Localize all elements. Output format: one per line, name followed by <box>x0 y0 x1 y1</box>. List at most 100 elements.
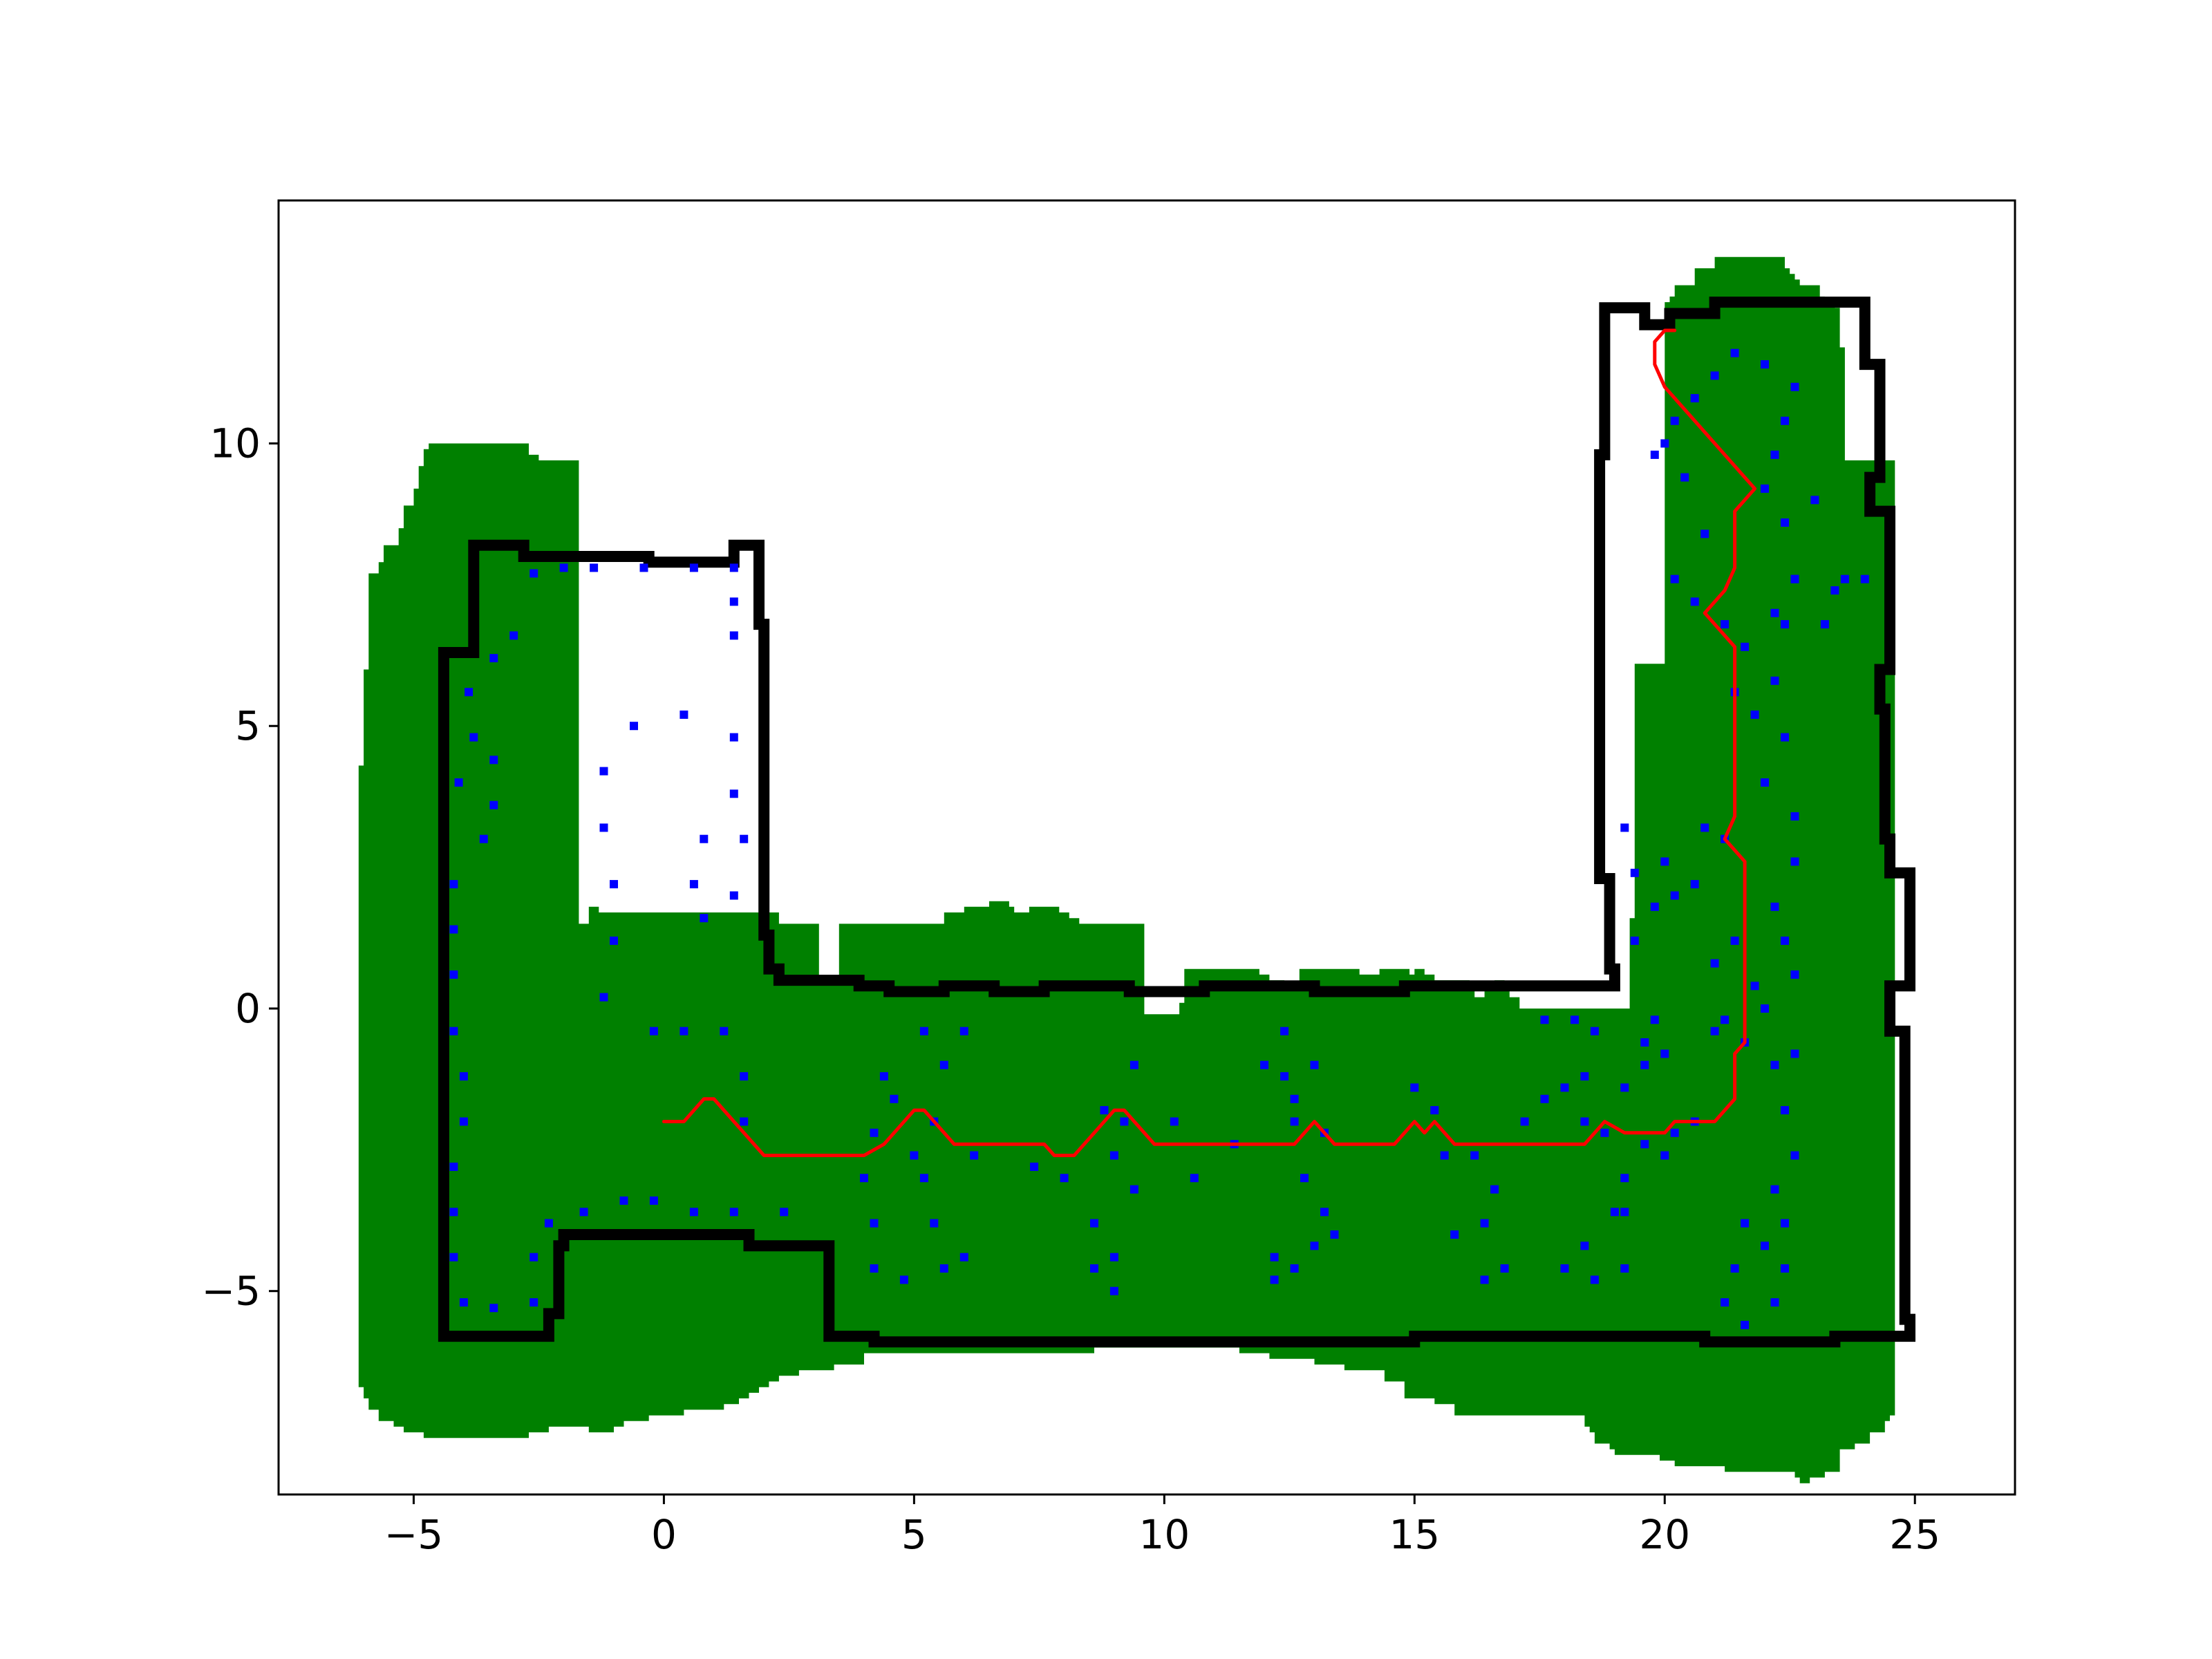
x-tick-label-0: −5 <box>384 1511 444 1558</box>
sample-point-94 <box>1320 1208 1329 1217</box>
sample-point-96 <box>1310 1241 1319 1250</box>
sample-point-74 <box>1090 1219 1098 1228</box>
sample-point-184 <box>1690 597 1699 606</box>
sample-point-38 <box>729 733 738 742</box>
sample-point-13 <box>449 1208 458 1217</box>
sample-point-160 <box>1781 936 1789 945</box>
sample-point-107 <box>1480 1275 1489 1284</box>
sample-point-127 <box>1670 1128 1679 1137</box>
sample-point-56 <box>870 1128 879 1137</box>
sample-point-139 <box>1730 936 1739 945</box>
sample-point-192 <box>1700 823 1709 832</box>
sample-point-62 <box>879 1072 888 1081</box>
sample-point-57 <box>890 1094 899 1103</box>
plot-layers <box>358 256 1915 1483</box>
sample-point-46 <box>729 597 738 606</box>
sample-point-47 <box>729 563 738 572</box>
sample-point-155 <box>1721 1298 1730 1307</box>
sample-point-189 <box>1770 608 1779 617</box>
sample-point-5 <box>479 834 488 843</box>
sample-point-64 <box>930 1219 939 1228</box>
sample-point-136 <box>1620 823 1629 832</box>
sample-point-153 <box>1770 1298 1779 1307</box>
sample-point-70 <box>910 1151 919 1160</box>
sample-point-67 <box>899 1275 908 1284</box>
sample-point-105 <box>1490 1185 1499 1194</box>
sample-point-0 <box>465 688 474 697</box>
sample-point-19 <box>544 1219 553 1228</box>
sample-point-126 <box>1660 1151 1669 1160</box>
sample-point-117 <box>1600 1128 1609 1137</box>
sample-point-55 <box>860 1174 868 1183</box>
sample-point-76 <box>1109 1286 1118 1295</box>
x-axis: −5 0 5 10 15 20 25 <box>384 1494 1940 1558</box>
sample-point-158 <box>1790 1049 1799 1058</box>
sample-point-123 <box>1620 1264 1629 1273</box>
sample-point-190 <box>1790 574 1799 583</box>
sample-point-188 <box>1750 710 1759 719</box>
sample-point-87 <box>1280 1072 1289 1081</box>
sample-point-159 <box>1790 970 1799 979</box>
sample-point-3 <box>454 778 463 787</box>
sample-point-138 <box>1690 880 1699 889</box>
sample-point-167 <box>1781 620 1789 629</box>
sample-point-73 <box>1060 1174 1069 1183</box>
sample-point-86 <box>1260 1060 1269 1069</box>
sample-point-14 <box>449 1253 458 1262</box>
sample-point-130 <box>1640 1060 1649 1069</box>
sample-point-17 <box>529 1253 538 1262</box>
sample-point-181 <box>1680 473 1689 482</box>
sample-point-45 <box>729 631 738 640</box>
sample-point-148 <box>1790 1151 1799 1160</box>
sample-point-108 <box>1450 1230 1459 1239</box>
sample-point-80 <box>1130 1060 1138 1069</box>
sample-point-102 <box>1440 1151 1449 1160</box>
sample-point-72 <box>1030 1162 1039 1171</box>
sample-point-6 <box>449 880 458 889</box>
sample-point-165 <box>1781 733 1789 742</box>
sample-point-124 <box>1620 1208 1629 1217</box>
x-tick-label-1: 0 <box>651 1511 677 1558</box>
sample-point-114 <box>1571 1015 1579 1024</box>
planned-path-line <box>662 328 1757 1157</box>
sample-point-194 <box>1650 902 1659 911</box>
sample-point-109 <box>1520 1117 1529 1126</box>
sample-point-65 <box>870 1219 879 1228</box>
sample-point-84 <box>1190 1174 1199 1183</box>
sample-point-36 <box>630 722 638 731</box>
sample-point-132 <box>1640 1038 1649 1047</box>
sample-point-198 <box>1860 574 1869 583</box>
sample-point-146 <box>1770 1060 1779 1069</box>
sample-point-134 <box>1630 936 1639 945</box>
sample-point-122 <box>1590 1275 1599 1284</box>
sample-point-53 <box>509 631 518 640</box>
sample-point-50 <box>590 563 599 572</box>
sample-point-95 <box>1330 1230 1339 1239</box>
sample-point-150 <box>1781 1219 1789 1228</box>
wall-outline-0 <box>438 297 1915 1348</box>
y-tick-label-1: 0 <box>235 985 261 1032</box>
sample-point-193 <box>1670 891 1679 900</box>
sample-point-177 <box>1690 394 1699 403</box>
sample-point-145 <box>1761 1004 1769 1013</box>
sample-point-195 <box>1820 620 1829 629</box>
sample-point-35 <box>599 767 608 776</box>
sample-point-170 <box>1761 484 1769 493</box>
sample-point-20 <box>579 1208 588 1217</box>
sample-point-147 <box>1781 1106 1789 1115</box>
sample-point-28 <box>720 1027 729 1035</box>
x-tick-label-3: 10 <box>1138 1511 1190 1558</box>
sample-point-161 <box>1770 902 1779 911</box>
sample-point-4 <box>489 800 498 809</box>
sample-point-173 <box>1790 382 1799 391</box>
sample-point-185 <box>1721 620 1730 629</box>
sample-point-120 <box>1580 1241 1589 1250</box>
sample-point-37 <box>679 710 688 719</box>
sample-point-125 <box>1640 1140 1649 1149</box>
sample-point-142 <box>1721 1015 1730 1024</box>
sample-point-182 <box>1700 529 1709 538</box>
sample-point-103 <box>1470 1151 1479 1160</box>
sample-point-115 <box>1540 1015 1549 1024</box>
sample-point-93 <box>1300 1174 1309 1183</box>
sample-point-2 <box>489 756 498 765</box>
